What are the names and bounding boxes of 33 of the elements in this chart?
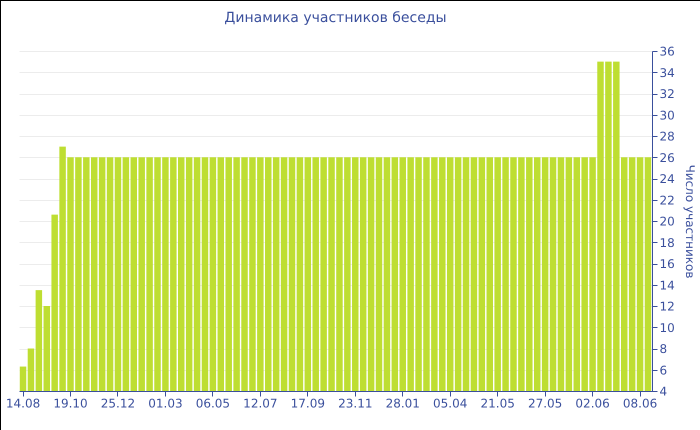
x-tick-label: 27.05 <box>528 396 562 410</box>
y-tick-label: 30 <box>660 108 675 122</box>
x-tick-label: 12.07 <box>243 396 278 410</box>
y-tick-label: 22 <box>660 193 675 208</box>
y-tick-label: 32 <box>660 87 675 101</box>
x-tick-label: 23.11 <box>338 396 372 410</box>
y-tick-label: 34 <box>660 66 675 80</box>
y-tick-label: 6 <box>660 363 668 378</box>
x-tick-label: 06.05 <box>196 396 230 410</box>
y-tick-label: 18 <box>660 236 675 250</box>
x-tick-label: 05.04 <box>433 396 468 410</box>
x-tick-label: 17.09 <box>290 396 325 410</box>
y-tick-label: 4 <box>660 384 668 398</box>
x-tick-label: 28.01 <box>386 396 420 410</box>
x-tick-label: 08.06 <box>622 396 658 410</box>
x-tick-label: 25.12 <box>100 396 136 410</box>
x-tick-label: 02.06 <box>575 396 610 410</box>
y-tick-label: 28 <box>660 130 675 144</box>
y-tick-label: 36 <box>660 44 675 58</box>
x-tick-label: 14.08 <box>6 396 40 410</box>
y-tick-label: 20 <box>660 214 675 228</box>
y-tick-label: 10 <box>660 320 675 335</box>
y-tick-label: 24 <box>660 172 675 186</box>
chart-title: Динамика участников беседы <box>224 10 447 26</box>
x-tick-label: 21.05 <box>480 396 515 410</box>
y-tick-label: 16 <box>660 257 675 271</box>
y-axis-title: Число участников <box>682 164 697 278</box>
y-tick-label: 14 <box>660 278 675 292</box>
y-tick-label: 12 <box>660 300 675 314</box>
y-tick-label: 8 <box>660 342 668 356</box>
y-tick-label: 26 <box>660 150 675 165</box>
x-tick-label: 19.10 <box>53 396 88 410</box>
x-tick-label: 01.03 <box>148 396 183 410</box>
